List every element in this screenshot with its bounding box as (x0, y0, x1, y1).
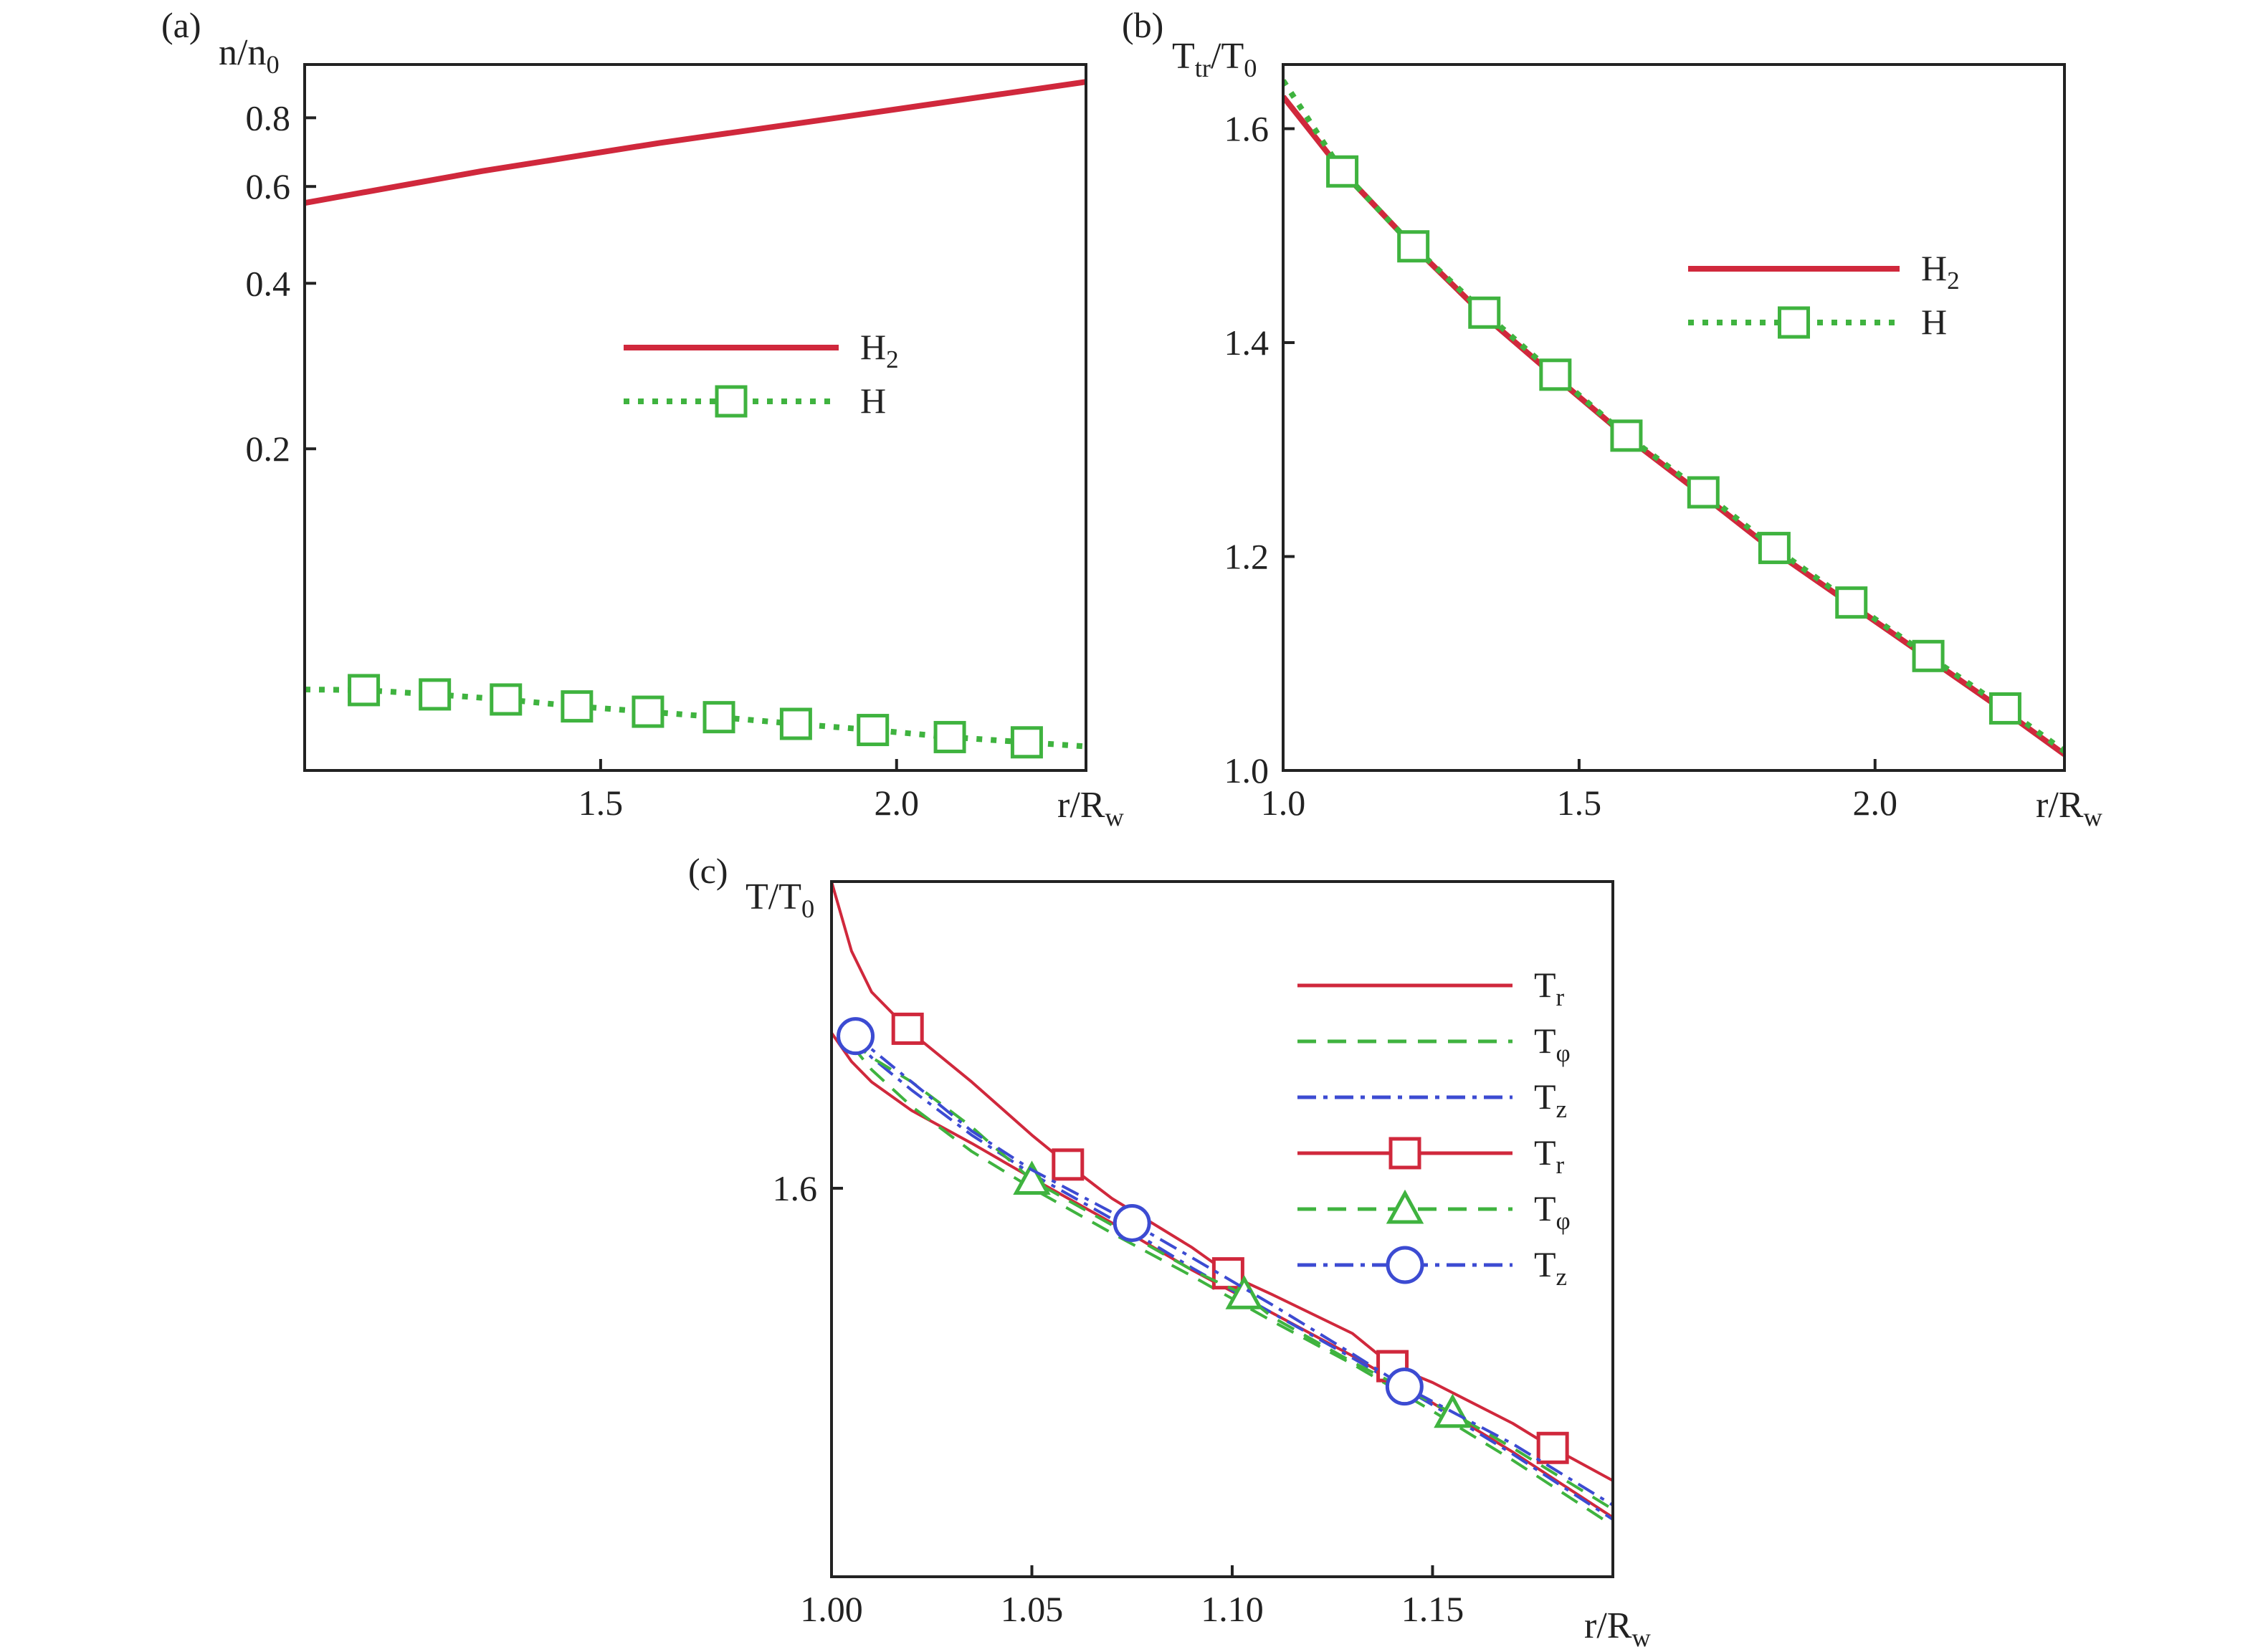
legend-label-5: Tz (1534, 1244, 1567, 1291)
series-1-marker-8 (933, 720, 966, 753)
panel-b-chart: 1.0 1.5 2.0 1.0 1.2 1.4 1.6 (b)Ttr/T0 r/Rw H2 H (1122, 5, 2102, 831)
y-tick-label: 1.6 (1224, 109, 1269, 149)
legend-label-3: Tr (1534, 1132, 1565, 1179)
legend-marker-5 (1386, 1246, 1424, 1284)
y-axis-title: n/n0 (219, 32, 280, 79)
legend-marker-3 (1388, 1137, 1421, 1170)
series-1-marker-6 (1758, 532, 1791, 565)
y-tick-label: 1.6 (773, 1168, 818, 1208)
legend-label-4: Tφ (1534, 1188, 1571, 1235)
series-0-line (305, 79, 1086, 206)
plot-area (305, 79, 1086, 759)
series-3-marker-2 (1211, 1257, 1244, 1290)
panel-c-chart: 1.00 1.05 1.10 1.15 1.6 (c) T/T0 r/Rw Tr Tφ Tz Tr Tφ… (688, 851, 1651, 1652)
series-1-marker-2 (490, 683, 523, 716)
x-tick-label: 2.0 (875, 783, 920, 823)
series-1-marker-3 (1539, 358, 1572, 391)
legend-label-2: Tz (1534, 1076, 1567, 1123)
x-axis-title: r/Rw (1584, 1605, 1651, 1652)
series-1-marker-3 (561, 690, 594, 723)
y-tick-label: 1.0 (1224, 750, 1269, 791)
legend-marker-1 (1778, 306, 1810, 339)
legend-label-1: H (860, 381, 886, 421)
x-tick-label: 1.10 (1201, 1589, 1264, 1629)
series-1-marker-7 (857, 714, 890, 747)
legend-label-1: Tφ (1534, 1021, 1571, 1067)
x-axis-title: r/Rw (2036, 785, 2102, 831)
series-1-marker-9 (1010, 726, 1043, 759)
panel-label: (b) (1122, 5, 1163, 45)
legend: Tr Tφ Tz Tr Tφ Tz (1297, 965, 1571, 1291)
x-tick-label: 1.0 (1261, 783, 1306, 823)
plot-area (1283, 79, 2064, 757)
series-4-marker-0 (1013, 1160, 1051, 1195)
legend-label-0: H2 (1921, 248, 1960, 295)
plot-frame (1282, 63, 2066, 772)
series-5-marker-2 (1385, 1367, 1424, 1406)
panel-label: (a) (161, 5, 201, 45)
series-5-marker-1 (1113, 1203, 1151, 1242)
series-1-marker-6 (779, 707, 812, 740)
legend-marker-1 (715, 385, 748, 418)
plot-area (832, 882, 1613, 1527)
legend: H2 H (624, 327, 899, 421)
series-3-marker-1 (1052, 1148, 1085, 1181)
series-1-marker-9 (1988, 692, 2021, 725)
plot-frame (830, 880, 1614, 1578)
y-axis-title: T/T0 (745, 877, 814, 923)
series-1-marker-2 (1468, 296, 1501, 329)
legend-marker-4 (1386, 1189, 1424, 1224)
x-tick-label: 1.15 (1401, 1589, 1464, 1629)
y-tick-label: 0.2 (246, 429, 291, 469)
y-tick-label: 0.6 (246, 166, 291, 206)
x-axis-title: r/Rw (1057, 785, 1124, 831)
y-tick-label: 0.4 (246, 263, 291, 303)
series-1-marker-1 (1397, 230, 1430, 263)
y-axis-title: Ttr/T0 (1172, 36, 1257, 82)
series-1-marker-4 (632, 695, 664, 728)
legend: H2 H (1688, 248, 1960, 342)
x-tick-label: 2.0 (1853, 783, 1898, 823)
series-1-marker-8 (1912, 639, 1945, 672)
series-4-marker-1 (1225, 1275, 1263, 1309)
legend-label-0: H2 (860, 327, 899, 373)
y-tick-label: 0.8 (246, 97, 291, 138)
series-1-marker-5 (702, 701, 735, 734)
x-tick-label: 1.5 (1557, 783, 1602, 823)
series-1-marker-4 (1610, 419, 1643, 452)
x-tick-label: 1.00 (800, 1589, 863, 1629)
series-3-marker-0 (891, 1012, 924, 1045)
panel-label: (c) (688, 851, 728, 891)
y-tick-label: 1.4 (1224, 323, 1269, 363)
series-3-marker-4 (1536, 1431, 1569, 1464)
x-tick-label: 1.05 (1001, 1589, 1064, 1629)
series-1-marker-5 (1687, 476, 1720, 509)
legend-label-1: H (1921, 302, 1947, 342)
series-1-marker-0 (348, 674, 381, 707)
series-1-marker-1 (419, 678, 452, 711)
y-tick-label: 1.2 (1224, 537, 1269, 577)
series-0-line (832, 1031, 1613, 1519)
series-1-marker-7 (1835, 586, 1868, 619)
series-1-marker-0 (1326, 155, 1359, 188)
panel-a-chart: 1.5 2.0 0.2 0.4 0.6 0.8 (a) n/n0 r/Rw H2 H (161, 5, 1124, 831)
plot-frame (303, 63, 1087, 772)
series-5-marker-0 (837, 1017, 875, 1056)
legend-label-0: Tr (1534, 965, 1565, 1011)
series-5-line (850, 1031, 1613, 1507)
x-tick-label: 1.5 (578, 783, 624, 823)
